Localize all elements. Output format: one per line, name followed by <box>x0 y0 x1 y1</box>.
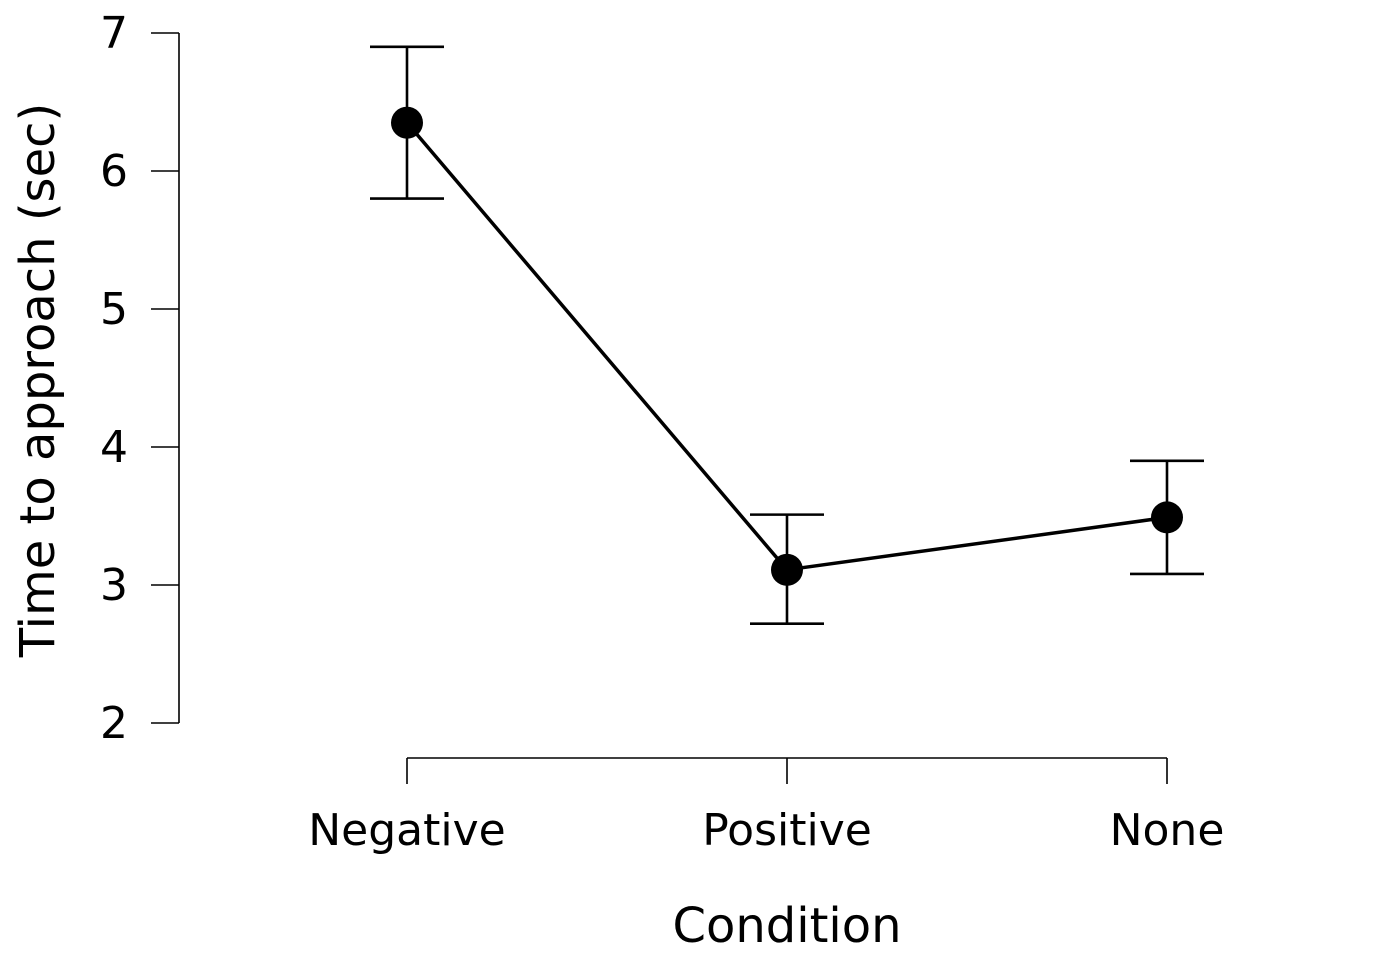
data-point <box>771 553 803 586</box>
x-tick-label: Positive <box>702 805 872 856</box>
y-axis: 2 3 4 5 6 7 <box>100 8 180 749</box>
x-tick-label: None <box>1110 805 1225 856</box>
y-tick-label: 4 <box>100 422 128 473</box>
y-tick-label: 2 <box>100 698 128 749</box>
x-axis-title: Condition <box>672 898 901 954</box>
y-tick-label: 5 <box>100 284 128 335</box>
x-tick-label: Negative <box>308 805 505 856</box>
plot-area <box>370 45 1204 625</box>
y-tick-label: 3 <box>100 560 128 611</box>
x-axis: Negative Positive None <box>308 757 1225 856</box>
y-axis-title: Time to approach (sec) <box>10 103 66 658</box>
series-line <box>405 121 1168 572</box>
data-point <box>1151 501 1183 534</box>
y-tick-label: 7 <box>100 8 128 59</box>
data-point <box>391 106 423 139</box>
y-tick-label: 6 <box>100 146 128 197</box>
